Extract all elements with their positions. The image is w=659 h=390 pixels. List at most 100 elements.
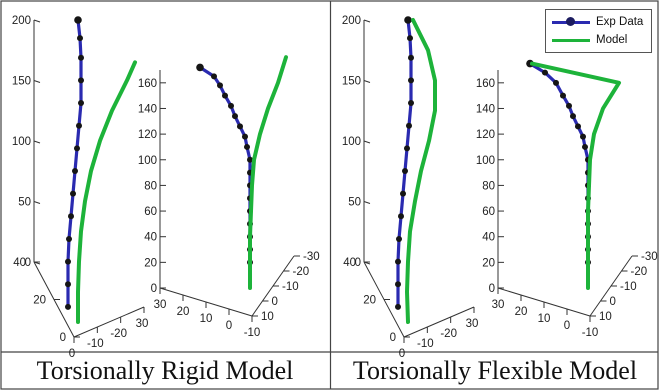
- plots: 050100150200020400-10-203002040608010012…: [12, 15, 658, 360]
- rigid-side-x-axis: [73, 306, 145, 338]
- flexible-front-model-line: [530, 61, 621, 290]
- flexible-front-z-tick-label: 100: [476, 155, 495, 167]
- rigid-side-x-tick-label: 30: [136, 318, 149, 330]
- rigid-front-y-tick-label: 10: [261, 311, 274, 323]
- flexible-side-x-tick-label: 0: [399, 348, 405, 360]
- flexible-front-z-tick-label: 120: [476, 129, 495, 141]
- rigid-front-exp-point: [211, 73, 217, 80]
- rigid-front-x-tick-label: 30: [154, 299, 167, 311]
- flexible-front-x-tick-label: 0: [564, 320, 570, 332]
- rigid-front-exp-point: [244, 143, 250, 150]
- flexible-side-x-tick-label: -10: [417, 338, 434, 350]
- flexible-side-exp-point: [407, 35, 413, 42]
- flexible-side-model-line: [405, 18, 437, 324]
- flexible-front-exp-point: [580, 133, 586, 140]
- rigid-front-z-tick-label: 160: [138, 78, 157, 90]
- flexible-side-x-tick-label: -20: [440, 328, 457, 340]
- rigid-front-z-tick-label: 0: [151, 283, 157, 295]
- flexible-side-z-tick-label: 100: [342, 136, 361, 148]
- rigid-side-y-tick-label: 20: [33, 295, 46, 307]
- legend: Exp Data Model: [545, 9, 652, 53]
- flexible-front-z-tick-label: 160: [476, 78, 495, 90]
- rigid-side-exp-point: [72, 168, 78, 174]
- rigid-side-z-tick: [33, 19, 41, 23]
- rigid-front-z-tick-label: 60: [144, 206, 157, 218]
- flexible-front-z-tick-label: 80: [482, 180, 495, 192]
- flexible-front-x-tick-label: 30: [492, 299, 505, 311]
- rigid-front-x-tick-label: 0: [226, 320, 232, 332]
- rigid-side-y-tick-label: 0: [60, 332, 66, 344]
- caption-flexible: Torsionally Flexible Model: [352, 356, 638, 385]
- rigid-side-z-tick-label: 0: [25, 257, 31, 269]
- rigid-front-z-tick-label: 40: [144, 232, 157, 244]
- flexible-side-y-tick-label: 40: [343, 257, 356, 269]
- flexible-side-z-tick-label: 150: [342, 76, 361, 88]
- flexible-front-z-tick-label: 40: [482, 232, 495, 244]
- rigid-side-exp-line: [66, 18, 83, 309]
- flexible-front-y-tick-label: -10: [620, 281, 637, 293]
- rigid-front-z-tick-label: 20: [144, 257, 157, 269]
- rigid-side-z-tick-label: 150: [12, 76, 31, 88]
- rigid-front-x-tick-label: 20: [177, 306, 190, 318]
- rigid-front-exp-point: [232, 113, 238, 120]
- flexible-front-exp-point: [575, 123, 581, 130]
- flexible-side-z-tick-label: 0: [355, 257, 361, 269]
- rigid-side-exp-point: [65, 258, 71, 265]
- flexible-side-y-tick-label: 0: [390, 332, 396, 344]
- rigid-side-z-tick-label: 200: [12, 15, 31, 27]
- rigid-front-exp-point: [217, 82, 223, 89]
- flexible-side-z-tick: [363, 19, 371, 23]
- rigid-side-z-tick-label: 100: [12, 136, 31, 148]
- flexible-side-z-tick: [363, 201, 371, 204]
- caption-rigid: Torsionally Rigid Model: [36, 356, 294, 385]
- flexible-side-exp-point: [402, 168, 408, 174]
- flexible-side-exp-point: [408, 54, 414, 61]
- rigid-front-z-tick-label: 80: [144, 180, 157, 192]
- rigid-front-exp-point: [222, 92, 228, 99]
- rigid-side-x-tick-label: 0: [69, 348, 75, 360]
- flexible-side-exp-point: [398, 213, 404, 220]
- rigid-side-exp-point: [65, 281, 71, 288]
- flexible-side-exp-point: [395, 303, 401, 310]
- flexible-side-exp-point: [395, 281, 401, 288]
- flexible-front-z-tick-label: 20: [482, 257, 495, 269]
- flexible-front-exp-point: [570, 113, 576, 120]
- flexible-front-y-tick-label: 10: [599, 311, 612, 323]
- flexible-front-x-tick-label: 10: [538, 313, 551, 325]
- flexible-side-exp-point: [406, 122, 412, 129]
- legend-swatch-model: [552, 39, 590, 42]
- rigid-side-z-tick: [33, 201, 41, 204]
- flexible-side-exp-point: [404, 16, 412, 24]
- flexible-side-exp-point: [396, 235, 402, 242]
- flexible-side-z-tick-label: 200: [342, 15, 361, 27]
- rigid-front-z-tick-label: 140: [138, 103, 157, 115]
- flexible-front-x-tick-label: 20: [515, 306, 528, 318]
- rigid-front-z-tick-label: 100: [138, 155, 157, 167]
- flexible-side-z-tick: [363, 80, 371, 83]
- rigid-side-exp-point: [78, 77, 84, 84]
- flexible-side-z-tick: [363, 140, 371, 144]
- rigid-side-exp-point: [74, 16, 82, 24]
- rigid-front-y-tick-label: -10: [282, 281, 299, 293]
- flexible-side-exp-point: [408, 77, 414, 84]
- rigid-side-exp-point: [76, 122, 82, 129]
- flexible-front-z-tick-label: 60: [482, 206, 495, 218]
- flexible-front-exp-point: [553, 79, 559, 86]
- rigid-side-exp-point: [68, 213, 74, 220]
- rigid-side-x-tick-label: -10: [87, 338, 104, 350]
- rigid-front-y-tick-label: -30: [303, 251, 320, 263]
- flexible-side-exp-point: [404, 145, 410, 152]
- rigid-front-x-tick-label: 10: [200, 313, 213, 325]
- rigid-side-exp-point: [74, 145, 80, 152]
- flexible-front-exp-point: [566, 102, 572, 109]
- flexible-side-x-axis: [403, 306, 475, 338]
- flexible-side-exp-point: [395, 258, 401, 265]
- flexible-front-exp-point: [582, 143, 588, 150]
- rigid-side-z-tick-label: 50: [18, 197, 31, 209]
- rigid-front-z-tick-label: 120: [138, 129, 157, 141]
- legend-marker-exp: [566, 17, 575, 26]
- rigid-front-exp-point: [196, 63, 204, 72]
- flexible-front-y-tick-label: -20: [631, 266, 648, 278]
